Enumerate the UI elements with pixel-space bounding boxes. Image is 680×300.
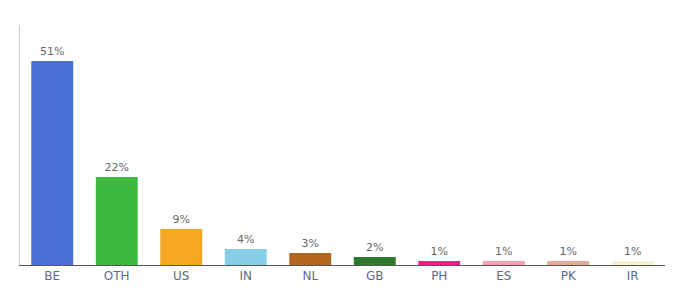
svg-text:3%: 3% [302, 237, 319, 250]
svg-text:2%: 2% [366, 241, 383, 254]
svg-text:IR: IR [627, 269, 639, 283]
svg-text:GB: GB [366, 269, 384, 283]
svg-text:1%: 1% [560, 245, 577, 258]
svg-text:1%: 1% [495, 245, 512, 258]
svg-text:PH: PH [431, 269, 447, 283]
svg-text:9%: 9% [173, 213, 190, 226]
svg-text:4%: 4% [237, 233, 254, 246]
svg-text:IN: IN [239, 269, 252, 283]
svg-text:NL: NL [302, 269, 318, 283]
svg-text:BE: BE [44, 269, 60, 283]
svg-text:OTH: OTH [104, 269, 130, 283]
svg-text:1%: 1% [624, 245, 641, 258]
svg-text:PK: PK [561, 269, 577, 283]
svg-text:ES: ES [496, 269, 511, 283]
svg-text:1%: 1% [431, 245, 448, 258]
svg-text:US: US [173, 269, 189, 283]
svg-text:22%: 22% [105, 161, 129, 174]
svg-text:51%: 51% [40, 45, 64, 58]
